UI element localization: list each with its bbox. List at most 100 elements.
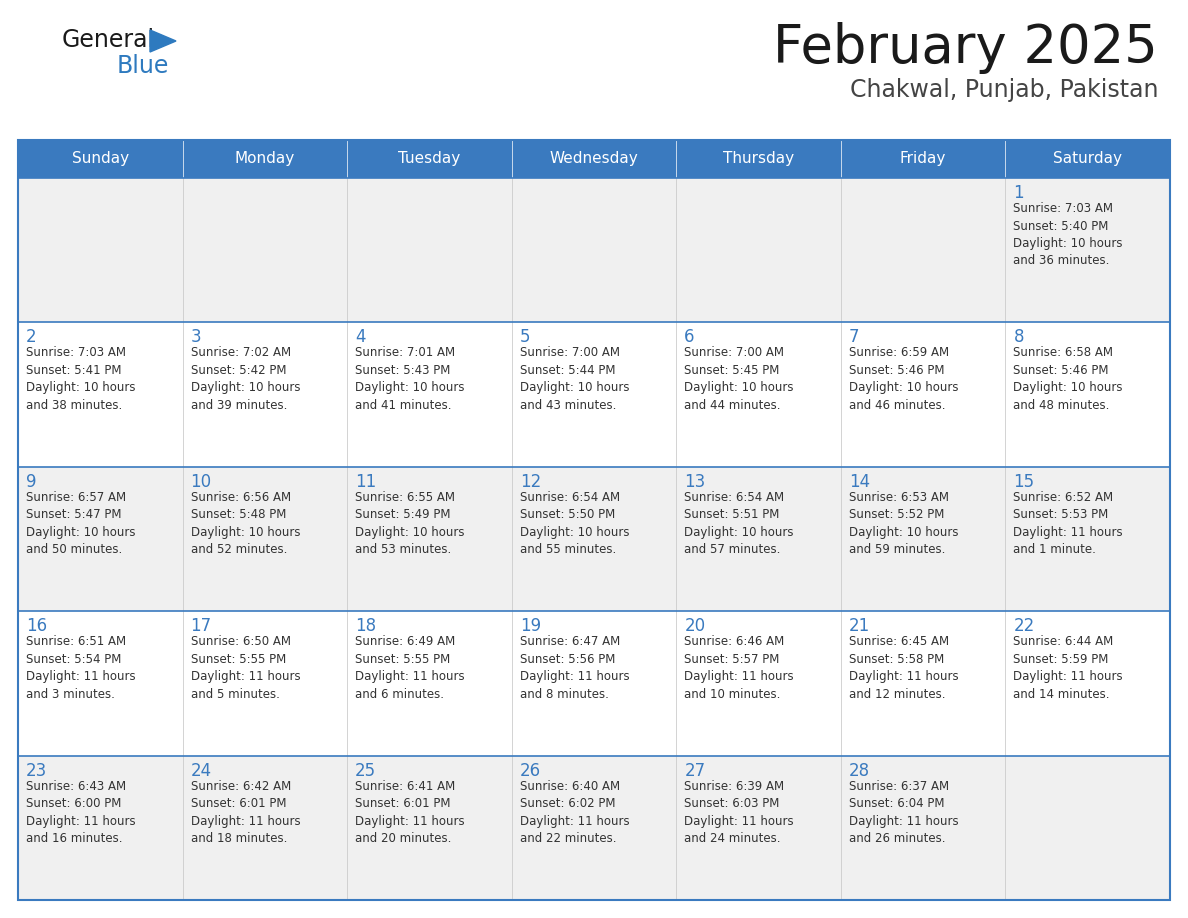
Text: Sunrise: 6:46 AM
Sunset: 5:57 PM
Daylight: 11 hours
and 10 minutes.: Sunrise: 6:46 AM Sunset: 5:57 PM Dayligh… — [684, 635, 794, 700]
Text: 17: 17 — [190, 617, 211, 635]
Text: Sunrise: 6:54 AM
Sunset: 5:50 PM
Daylight: 10 hours
and 55 minutes.: Sunrise: 6:54 AM Sunset: 5:50 PM Dayligh… — [519, 491, 630, 556]
Bar — [18, 140, 1170, 900]
Text: 10: 10 — [190, 473, 211, 491]
Bar — [1005, 178, 1170, 322]
Text: 14: 14 — [849, 473, 870, 491]
Text: Sunrise: 6:57 AM
Sunset: 5:47 PM
Daylight: 10 hours
and 50 minutes.: Sunrise: 6:57 AM Sunset: 5:47 PM Dayligh… — [26, 491, 135, 556]
Text: 1: 1 — [1013, 184, 1024, 202]
Text: Sunrise: 6:53 AM
Sunset: 5:52 PM
Daylight: 10 hours
and 59 minutes.: Sunrise: 6:53 AM Sunset: 5:52 PM Dayligh… — [849, 491, 959, 556]
Text: Sunrise: 6:56 AM
Sunset: 5:48 PM
Daylight: 10 hours
and 52 minutes.: Sunrise: 6:56 AM Sunset: 5:48 PM Dayligh… — [190, 491, 301, 556]
Bar — [841, 756, 1005, 900]
Text: 13: 13 — [684, 473, 706, 491]
Text: 26: 26 — [519, 762, 541, 779]
Bar — [841, 611, 1005, 756]
Text: Sunrise: 6:49 AM
Sunset: 5:55 PM
Daylight: 11 hours
and 6 minutes.: Sunrise: 6:49 AM Sunset: 5:55 PM Dayligh… — [355, 635, 465, 700]
Text: General: General — [62, 28, 156, 52]
Bar — [18, 611, 183, 756]
Text: Sunrise: 6:58 AM
Sunset: 5:46 PM
Daylight: 10 hours
and 48 minutes.: Sunrise: 6:58 AM Sunset: 5:46 PM Dayligh… — [1013, 346, 1123, 412]
Bar — [18, 178, 183, 322]
Text: Sunrise: 6:50 AM
Sunset: 5:55 PM
Daylight: 11 hours
and 5 minutes.: Sunrise: 6:50 AM Sunset: 5:55 PM Dayligh… — [190, 635, 301, 700]
Text: 19: 19 — [519, 617, 541, 635]
Text: Sunrise: 7:02 AM
Sunset: 5:42 PM
Daylight: 10 hours
and 39 minutes.: Sunrise: 7:02 AM Sunset: 5:42 PM Dayligh… — [190, 346, 301, 412]
Bar — [18, 756, 183, 900]
Text: 24: 24 — [190, 762, 211, 779]
Text: Sunrise: 6:44 AM
Sunset: 5:59 PM
Daylight: 11 hours
and 14 minutes.: Sunrise: 6:44 AM Sunset: 5:59 PM Dayligh… — [1013, 635, 1123, 700]
Text: 27: 27 — [684, 762, 706, 779]
Bar — [347, 178, 512, 322]
Text: Sunrise: 7:03 AM
Sunset: 5:40 PM
Daylight: 10 hours
and 36 minutes.: Sunrise: 7:03 AM Sunset: 5:40 PM Dayligh… — [1013, 202, 1123, 267]
Text: 12: 12 — [519, 473, 541, 491]
Text: 9: 9 — [26, 473, 37, 491]
Text: 11: 11 — [355, 473, 377, 491]
Bar — [1005, 756, 1170, 900]
Text: 4: 4 — [355, 329, 366, 346]
Text: Wednesday: Wednesday — [550, 151, 638, 166]
Bar — [347, 756, 512, 900]
Bar — [183, 756, 347, 900]
Text: 16: 16 — [26, 617, 48, 635]
Text: Monday: Monday — [235, 151, 295, 166]
Text: Sunrise: 7:03 AM
Sunset: 5:41 PM
Daylight: 10 hours
and 38 minutes.: Sunrise: 7:03 AM Sunset: 5:41 PM Dayligh… — [26, 346, 135, 412]
Text: 28: 28 — [849, 762, 870, 779]
Text: Friday: Friday — [901, 151, 947, 166]
Bar — [347, 140, 512, 178]
Text: Sunday: Sunday — [71, 151, 128, 166]
Text: Tuesday: Tuesday — [398, 151, 461, 166]
Bar — [1005, 611, 1170, 756]
Text: Sunrise: 6:42 AM
Sunset: 6:01 PM
Daylight: 11 hours
and 18 minutes.: Sunrise: 6:42 AM Sunset: 6:01 PM Dayligh… — [190, 779, 301, 845]
Bar — [1005, 466, 1170, 611]
Text: Sunrise: 6:43 AM
Sunset: 6:00 PM
Daylight: 11 hours
and 16 minutes.: Sunrise: 6:43 AM Sunset: 6:00 PM Dayligh… — [26, 779, 135, 845]
Text: Sunrise: 6:41 AM
Sunset: 6:01 PM
Daylight: 11 hours
and 20 minutes.: Sunrise: 6:41 AM Sunset: 6:01 PM Dayligh… — [355, 779, 465, 845]
Bar — [676, 140, 841, 178]
Bar — [1005, 140, 1170, 178]
Bar — [18, 466, 183, 611]
Text: Thursday: Thursday — [723, 151, 794, 166]
Text: 18: 18 — [355, 617, 377, 635]
Text: Sunrise: 6:45 AM
Sunset: 5:58 PM
Daylight: 11 hours
and 12 minutes.: Sunrise: 6:45 AM Sunset: 5:58 PM Dayligh… — [849, 635, 959, 700]
Bar — [18, 322, 183, 466]
Bar — [183, 178, 347, 322]
Bar — [676, 756, 841, 900]
Text: Sunrise: 6:51 AM
Sunset: 5:54 PM
Daylight: 11 hours
and 3 minutes.: Sunrise: 6:51 AM Sunset: 5:54 PM Dayligh… — [26, 635, 135, 700]
Text: Sunrise: 6:47 AM
Sunset: 5:56 PM
Daylight: 11 hours
and 8 minutes.: Sunrise: 6:47 AM Sunset: 5:56 PM Dayligh… — [519, 635, 630, 700]
Text: Sunrise: 6:54 AM
Sunset: 5:51 PM
Daylight: 10 hours
and 57 minutes.: Sunrise: 6:54 AM Sunset: 5:51 PM Dayligh… — [684, 491, 794, 556]
Bar — [841, 466, 1005, 611]
Text: 7: 7 — [849, 329, 859, 346]
Text: Sunrise: 6:40 AM
Sunset: 6:02 PM
Daylight: 11 hours
and 22 minutes.: Sunrise: 6:40 AM Sunset: 6:02 PM Dayligh… — [519, 779, 630, 845]
Bar — [676, 611, 841, 756]
Text: Saturday: Saturday — [1054, 151, 1123, 166]
Bar — [512, 611, 676, 756]
Text: 21: 21 — [849, 617, 870, 635]
Bar — [1005, 322, 1170, 466]
Text: 15: 15 — [1013, 473, 1035, 491]
Text: Sunrise: 6:55 AM
Sunset: 5:49 PM
Daylight: 10 hours
and 53 minutes.: Sunrise: 6:55 AM Sunset: 5:49 PM Dayligh… — [355, 491, 465, 556]
Text: Sunrise: 7:00 AM
Sunset: 5:45 PM
Daylight: 10 hours
and 44 minutes.: Sunrise: 7:00 AM Sunset: 5:45 PM Dayligh… — [684, 346, 794, 412]
Bar — [512, 178, 676, 322]
Text: 2: 2 — [26, 329, 37, 346]
Bar — [512, 322, 676, 466]
Text: 20: 20 — [684, 617, 706, 635]
Bar — [841, 140, 1005, 178]
Text: February 2025: February 2025 — [773, 22, 1158, 74]
Text: Sunrise: 7:00 AM
Sunset: 5:44 PM
Daylight: 10 hours
and 43 minutes.: Sunrise: 7:00 AM Sunset: 5:44 PM Dayligh… — [519, 346, 630, 412]
Text: 5: 5 — [519, 329, 530, 346]
Polygon shape — [150, 30, 176, 52]
Bar — [183, 140, 347, 178]
Bar — [512, 756, 676, 900]
Text: 8: 8 — [1013, 329, 1024, 346]
Bar — [183, 466, 347, 611]
Bar — [512, 140, 676, 178]
Bar — [841, 178, 1005, 322]
Bar — [183, 322, 347, 466]
Text: Sunrise: 7:01 AM
Sunset: 5:43 PM
Daylight: 10 hours
and 41 minutes.: Sunrise: 7:01 AM Sunset: 5:43 PM Dayligh… — [355, 346, 465, 412]
Bar — [347, 322, 512, 466]
Text: 3: 3 — [190, 329, 201, 346]
Bar — [841, 322, 1005, 466]
Text: Sunrise: 6:59 AM
Sunset: 5:46 PM
Daylight: 10 hours
and 46 minutes.: Sunrise: 6:59 AM Sunset: 5:46 PM Dayligh… — [849, 346, 959, 412]
Bar — [676, 322, 841, 466]
Bar — [183, 611, 347, 756]
Text: 25: 25 — [355, 762, 377, 779]
Text: Blue: Blue — [116, 54, 170, 78]
Text: 22: 22 — [1013, 617, 1035, 635]
Bar — [676, 178, 841, 322]
